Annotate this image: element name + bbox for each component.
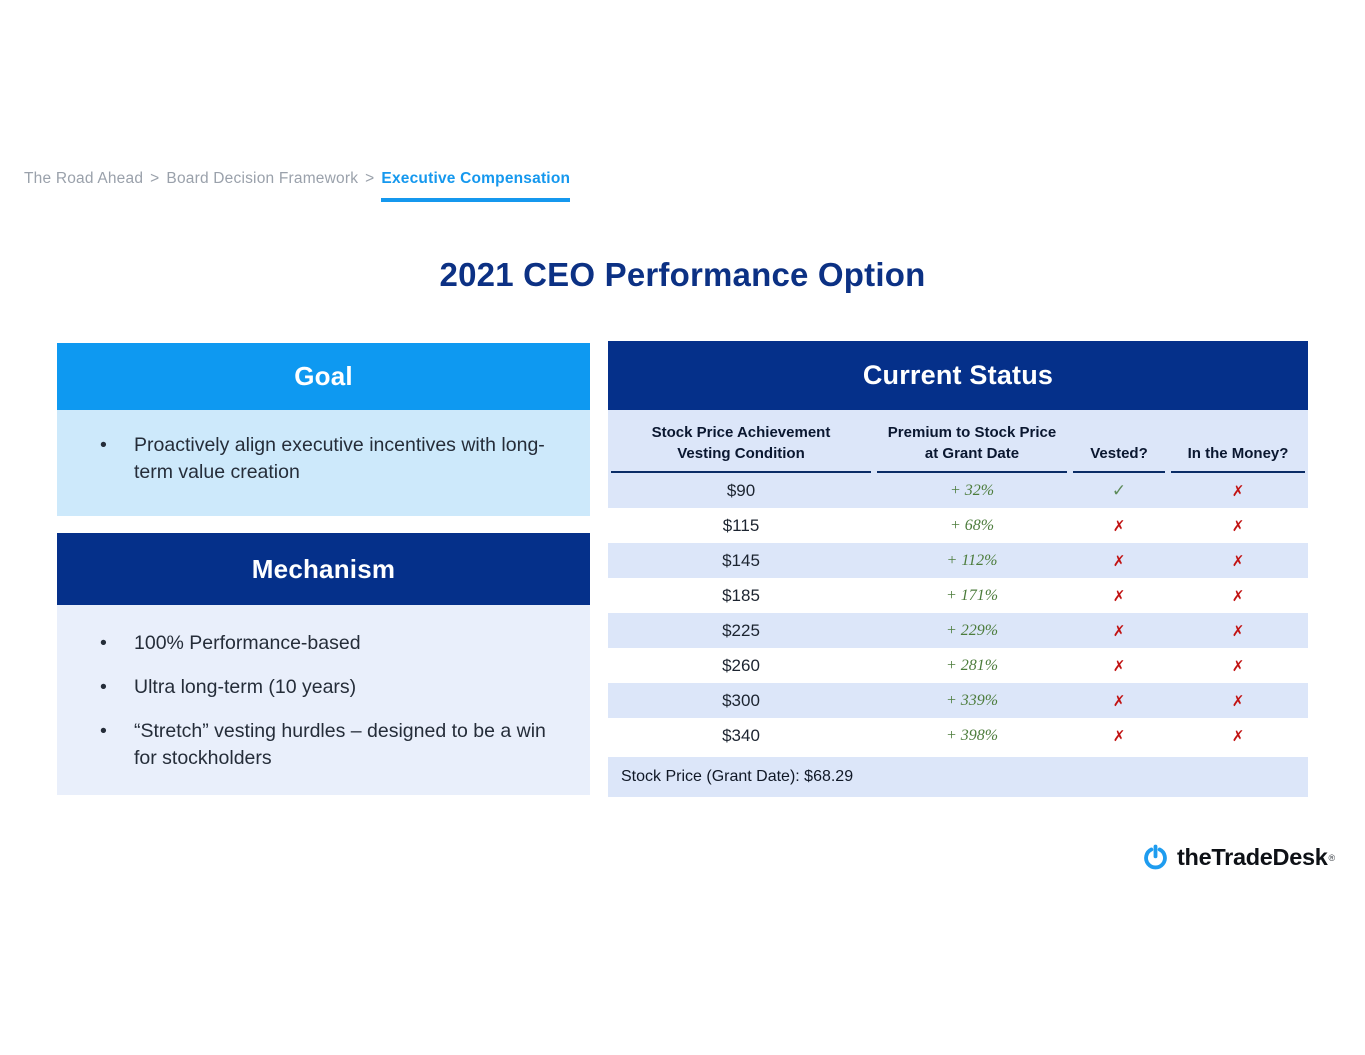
premium-cell: + 281% — [945, 656, 999, 674]
table-row: $145 + 112% ✗ ✗ — [608, 543, 1308, 578]
in-the-money-mark: ✗ — [1231, 656, 1245, 675]
column-header-premium: Premium to Stock Price at Grant Date — [877, 422, 1067, 473]
in-the-money-mark: ✗ — [1231, 551, 1245, 570]
breadcrumb-separator: > — [150, 170, 160, 187]
mechanism-header: Mechanism — [57, 533, 590, 605]
price-cell: $300 — [722, 690, 760, 710]
table-row: $340 + 398% ✗ ✗ — [608, 718, 1308, 753]
registered-mark: ® — [1328, 852, 1336, 863]
table-row: $225 + 229% ✗ ✗ — [608, 613, 1308, 648]
mechanism-bullet-text: “Stretch” vesting hurdles – designed to … — [134, 720, 546, 769]
vested-mark: ✗ — [1112, 621, 1126, 640]
breadcrumb-item-executive-compensation-active[interactable]: Executive Compensation — [381, 170, 571, 202]
price-cell: $90 — [726, 480, 756, 500]
table-row: $300 + 339% ✗ ✗ — [608, 683, 1308, 718]
in-the-money-mark: ✗ — [1231, 621, 1245, 640]
vested-mark: ✗ — [1112, 726, 1126, 745]
premium-cell: + 171% — [945, 586, 999, 604]
table-row: $185 + 171% ✗ ✗ — [608, 578, 1308, 613]
premium-cell: + 32% — [949, 481, 995, 499]
current-status-header: Current Status — [608, 341, 1308, 410]
page-title: 2021 CEO Performance Option — [439, 256, 926, 293]
breadcrumb-item-road-ahead[interactable]: The Road Ahead — [24, 170, 144, 187]
mechanism-bullet: • “Stretch” vesting hurdles – designed t… — [100, 718, 566, 772]
goal-card: Goal • Proactively align executive incen… — [57, 343, 590, 516]
table-row: $90 + 32% ✓ ✗ — [608, 473, 1308, 508]
vested-mark: ✓ — [1111, 480, 1127, 501]
logo-wordmark: theTradeDesk — [1177, 844, 1328, 870]
goal-bullet: • Proactively align executive incentives… — [100, 432, 560, 486]
premium-cell: + 339% — [945, 691, 999, 709]
breadcrumb-separator: > — [365, 170, 375, 187]
breadcrumb: The Road Ahead > Board Decision Framework >… — [24, 170, 571, 202]
premium-cell: + 229% — [945, 621, 999, 639]
table-column-headers: Stock Price Achievement Vesting Conditio… — [608, 410, 1308, 473]
bullet-marker: • — [100, 676, 107, 698]
in-the-money-mark: ✗ — [1231, 691, 1245, 710]
goal-header: Goal — [57, 343, 590, 410]
bullet-marker: • — [100, 720, 107, 742]
premium-cell: + 68% — [949, 516, 995, 534]
table-row: $260 + 281% ✗ ✗ — [608, 648, 1308, 683]
vested-mark: ✗ — [1112, 516, 1126, 535]
vested-mark: ✗ — [1112, 586, 1126, 605]
in-the-money-mark: ✗ — [1231, 516, 1245, 535]
table-row: $115 + 68% ✗ ✗ — [608, 508, 1308, 543]
price-cell: $145 — [722, 550, 760, 570]
vested-mark: ✗ — [1112, 551, 1126, 570]
vested-mark: ✗ — [1112, 691, 1126, 710]
bullet-marker: • — [100, 434, 107, 456]
breadcrumb-item-board-framework[interactable]: Board Decision Framework — [166, 170, 359, 187]
in-the-money-mark: ✗ — [1231, 481, 1245, 500]
power-circle-icon — [1144, 844, 1167, 870]
price-cell: $185 — [722, 585, 760, 605]
goal-bullet-text: Proactively align executive incentives w… — [134, 434, 545, 483]
in-the-money-mark: ✗ — [1231, 726, 1245, 745]
price-cell: $340 — [722, 725, 760, 745]
bullet-marker: • — [100, 632, 107, 654]
mechanism-body: • 100% Performance-based • Ultra long-te… — [57, 605, 590, 795]
vested-mark: ✗ — [1112, 656, 1126, 675]
trade-desk-logo: theTradeDesk ® — [1142, 844, 1335, 871]
mechanism-bullet: • Ultra long-term (10 years) — [100, 674, 566, 701]
column-header-vested: Vested? — [1073, 443, 1165, 473]
mechanism-bullet-text: 100% Performance-based — [134, 632, 361, 654]
premium-cell: + 112% — [946, 551, 998, 569]
goal-body: • Proactively align executive incentives… — [57, 410, 590, 516]
price-cell: $225 — [722, 620, 760, 640]
column-header-vesting-condition: Stock Price Achievement Vesting Conditio… — [611, 422, 871, 473]
mechanism-bullet: • 100% Performance-based — [100, 630, 566, 657]
in-the-money-mark: ✗ — [1231, 586, 1245, 605]
column-header-in-the-money: In the Money? — [1171, 443, 1305, 473]
mechanism-bullet-text: Ultra long-term (10 years) — [134, 676, 357, 698]
grant-date-footnote: Stock Price (Grant Date): $68.29 — [608, 757, 1308, 797]
price-cell: $260 — [722, 655, 760, 675]
premium-cell: + 398% — [945, 726, 999, 744]
mechanism-card: Mechanism • 100% Performance-based • Ult… — [57, 533, 590, 795]
current-status-card: Current Status Stock Price Achievement V… — [608, 341, 1308, 797]
price-cell: $115 — [722, 515, 760, 535]
